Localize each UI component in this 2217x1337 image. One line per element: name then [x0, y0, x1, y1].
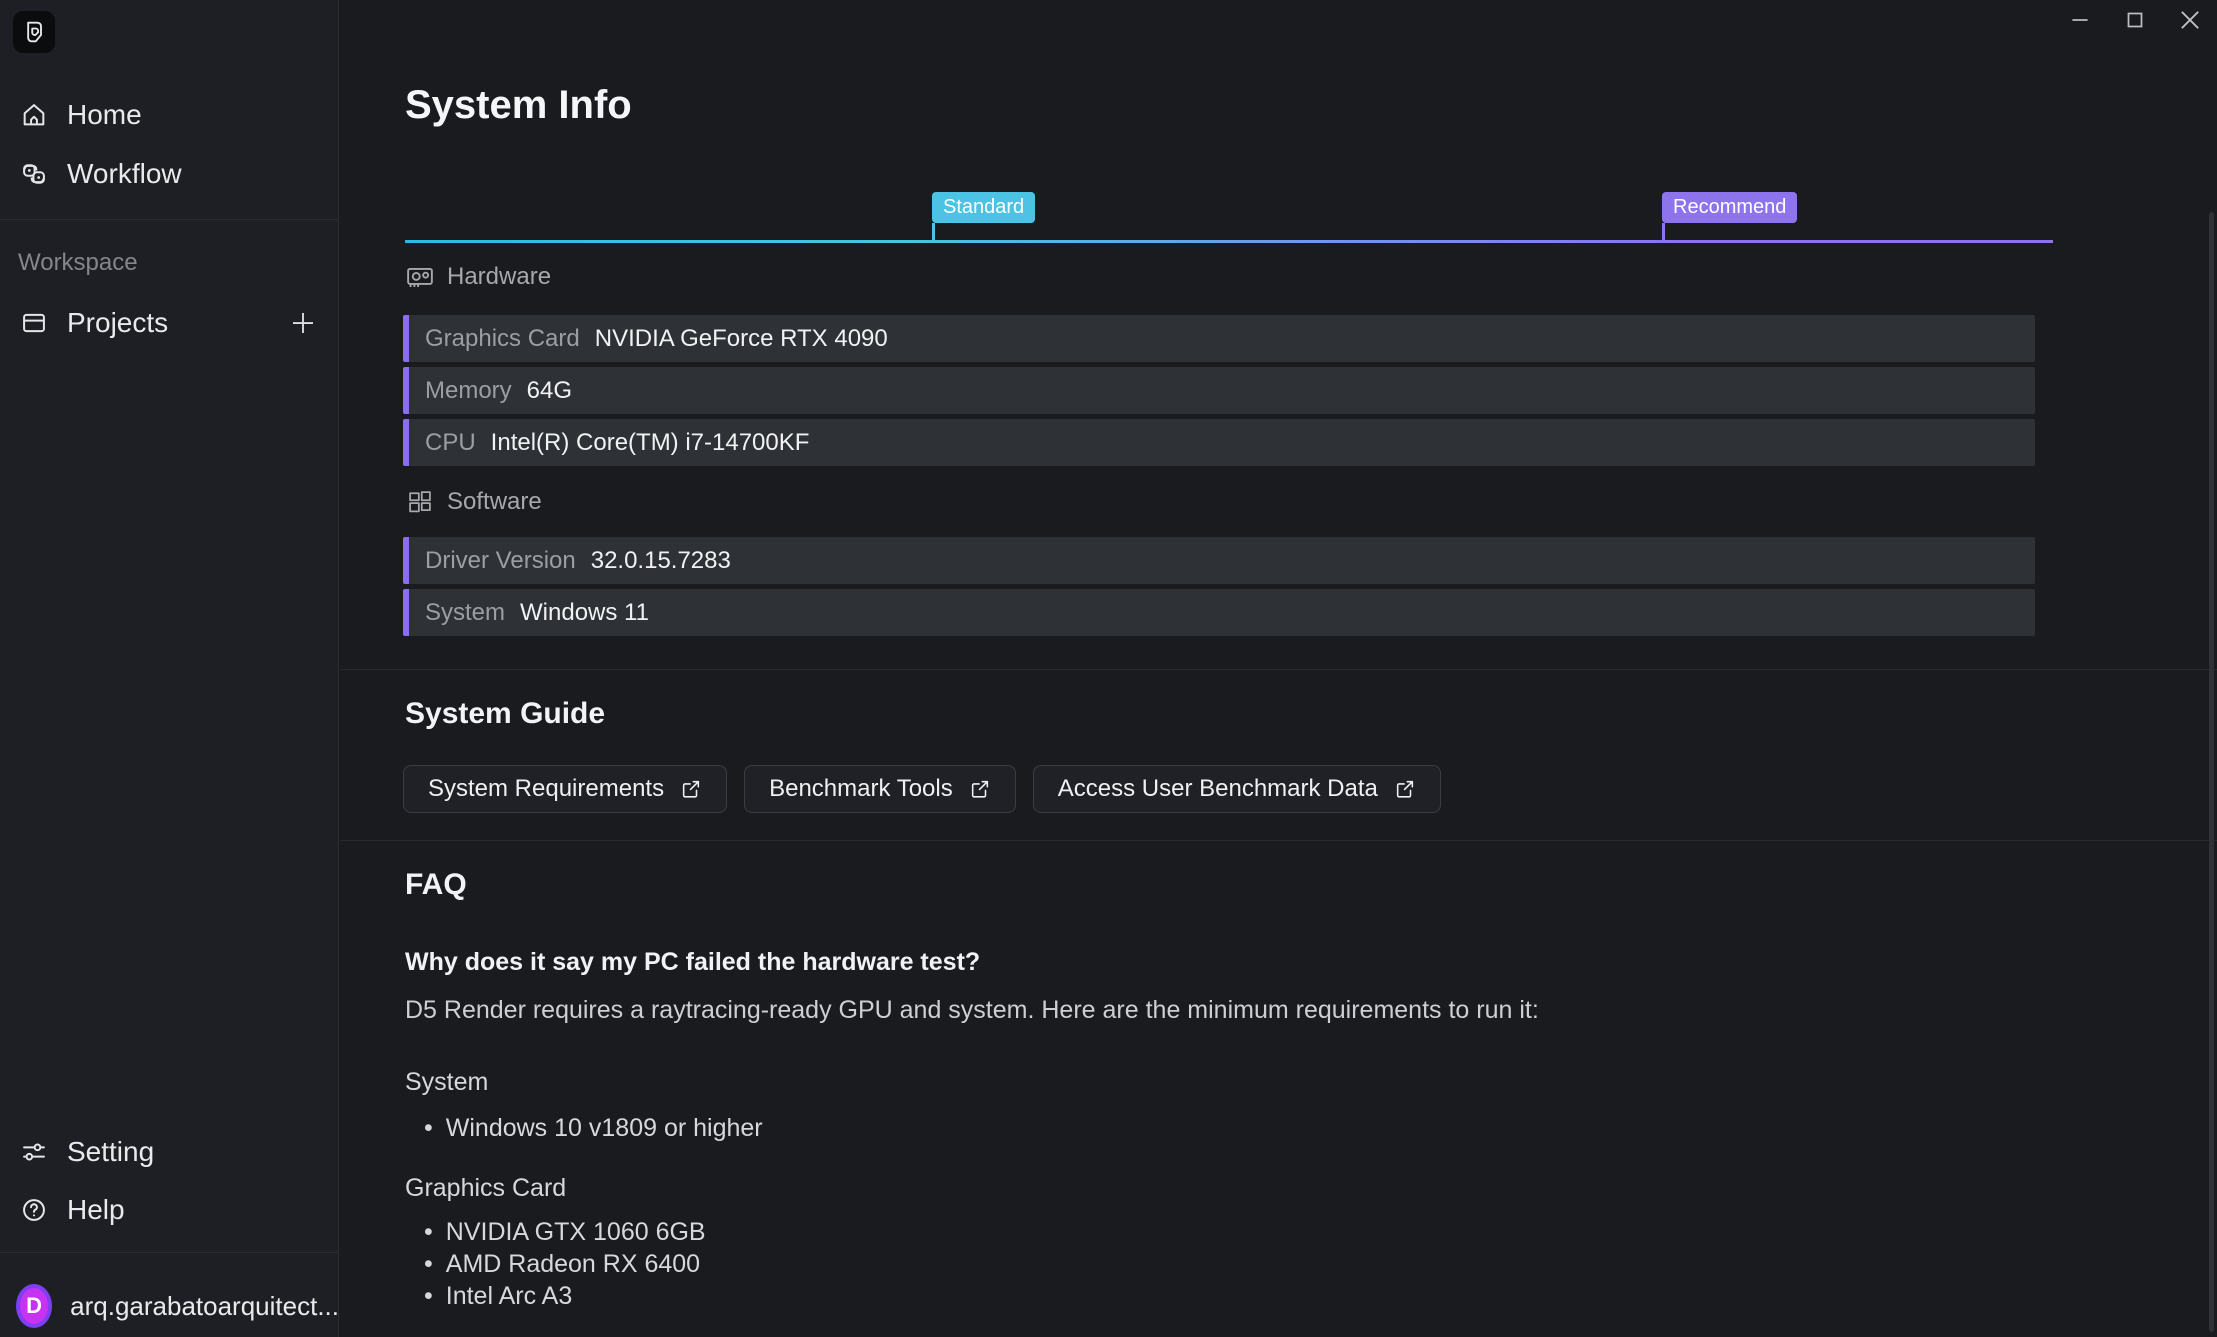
spec-value: Windows 11	[520, 598, 649, 626]
standard-badge: Standard	[932, 192, 1036, 223]
faq-subheading-system: System	[405, 1068, 489, 1096]
spec-value: Intel(R) Core(TM) i7-14700KF	[490, 428, 810, 456]
sidebar-item-label: Help	[67, 1194, 125, 1225]
recommend-badge: Recommend	[1662, 192, 1798, 223]
spec-label: Memory	[425, 376, 512, 404]
add-project-button[interactable]	[287, 307, 319, 339]
account-button[interactable]: D arq.garabatoarquitect...	[0, 1278, 339, 1334]
spec-label: CPU	[425, 428, 476, 456]
faq-question: Why does it say my PC failed the hardwar…	[405, 948, 981, 976]
section-divider	[340, 840, 2217, 841]
external-link-icon	[969, 778, 991, 800]
spec-value: 32.0.15.7283	[590, 546, 731, 574]
external-link-icon	[1394, 778, 1416, 800]
spec-row-graphics-card: Graphics Card NVIDIA GeForce RTX 4090	[403, 315, 2035, 362]
spec-row-system: System Windows 11	[403, 589, 2035, 636]
section-divider	[340, 669, 2217, 670]
standard-marker: Standard	[932, 192, 1036, 241]
sidebar-item-label: Workflow	[67, 158, 182, 189]
minimize-button[interactable]	[2052, 0, 2107, 40]
setting-icon	[19, 1137, 49, 1167]
plus-icon	[293, 313, 313, 333]
faq-list-graphics-card: NVIDIA GTX 1060 6GB AMD Radeon RX 6400 I…	[424, 1216, 706, 1312]
spec-label: Driver Version	[425, 546, 576, 574]
help-icon	[19, 1195, 49, 1225]
access-user-benchmark-data-button[interactable]: Access User Benchmark Data	[1032, 765, 1441, 813]
spec-row-memory: Memory 64G	[403, 367, 2035, 414]
d5-logo	[13, 11, 55, 53]
sidebar-item-label: Projects	[67, 307, 169, 338]
sidebar-divider	[0, 1252, 339, 1253]
list-item: NVIDIA GTX 1060 6GB	[424, 1216, 706, 1248]
software-icon	[405, 487, 435, 517]
software-section-header: Software	[405, 487, 542, 517]
workspace-section-label: Workspace	[18, 249, 138, 276]
minimize-icon	[2071, 19, 2088, 21]
button-label: Benchmark Tools	[769, 775, 953, 802]
sidebar-item-label: Setting	[67, 1136, 155, 1167]
button-label: Access User Benchmark Data	[1057, 775, 1378, 802]
home-icon	[19, 100, 49, 130]
list-item: Windows 10 v1809 or higher	[424, 1112, 763, 1144]
projects-icon	[19, 308, 49, 338]
sidebar-item-workflow[interactable]: Workflow	[0, 147, 339, 201]
spec-row-driver-version: Driver Version 32.0.15.7283	[403, 537, 2035, 584]
maximize-button[interactable]	[2107, 0, 2162, 40]
section-title: Hardware	[447, 263, 552, 290]
spec-row-cpu: CPU Intel(R) Core(TM) i7-14700KF	[403, 419, 2035, 466]
spec-label: Graphics Card	[425, 324, 580, 352]
sidebar-item-help[interactable]: Help	[0, 1183, 339, 1237]
d5-logo-glyph	[27, 21, 42, 43]
guide-buttons: System Requirements Benchmark Tools Acce…	[403, 765, 1458, 813]
main-panel: System Info Standard Recommend Hardware …	[340, 0, 2217, 1337]
section-title: Software	[447, 488, 542, 515]
faq-list-system: Windows 10 v1809 or higher	[424, 1112, 763, 1144]
sidebar-item-projects[interactable]: Projects	[0, 296, 339, 350]
sidebar-divider	[0, 219, 339, 220]
list-item: Intel Arc A3	[424, 1280, 706, 1312]
gpu-icon	[405, 262, 435, 292]
list-item: AMD Radeon RX 6400	[424, 1248, 706, 1280]
button-label: System Requirements	[428, 775, 665, 802]
benchmark-tools-button[interactable]: Benchmark Tools	[744, 765, 1016, 813]
sidebar: Home Workflow Workspace Projects	[0, 0, 339, 1337]
close-button[interactable]	[2162, 0, 2217, 40]
faq-title: FAQ	[405, 868, 467, 901]
spec-value: 64G	[526, 376, 573, 404]
close-icon	[2180, 11, 2199, 29]
sidebar-item-label: Home	[67, 99, 142, 130]
avatar: D	[16, 1284, 53, 1328]
window-controls	[2052, 0, 2217, 40]
faq-subheading-graphics-card: Graphics Card	[405, 1174, 567, 1202]
recommend-tick	[1662, 223, 1665, 241]
sidebar-item-setting[interactable]: Setting	[0, 1125, 339, 1179]
maximize-icon	[2127, 12, 2142, 28]
sidebar-item-home[interactable]: Home	[0, 88, 339, 142]
spec-label: System	[425, 598, 506, 626]
standard-tick	[932, 223, 935, 241]
system-guide-title: System Guide	[405, 697, 606, 730]
spec-value: NVIDIA GeForce RTX 4090	[594, 324, 888, 352]
system-requirements-button[interactable]: System Requirements	[403, 765, 728, 813]
workflow-icon	[19, 159, 49, 189]
external-link-icon	[680, 778, 702, 800]
hardware-section-header: Hardware	[405, 262, 551, 292]
account-name: arq.garabatoarquitect...	[70, 1290, 339, 1321]
requirement-meter-line	[405, 240, 2053, 243]
page-title: System Info	[405, 83, 632, 127]
faq-answer: D5 Render requires a raytracing-ready GP…	[405, 996, 1539, 1024]
vertical-scrollbar[interactable]	[2209, 212, 2214, 1332]
recommend-marker: Recommend	[1662, 192, 1798, 241]
